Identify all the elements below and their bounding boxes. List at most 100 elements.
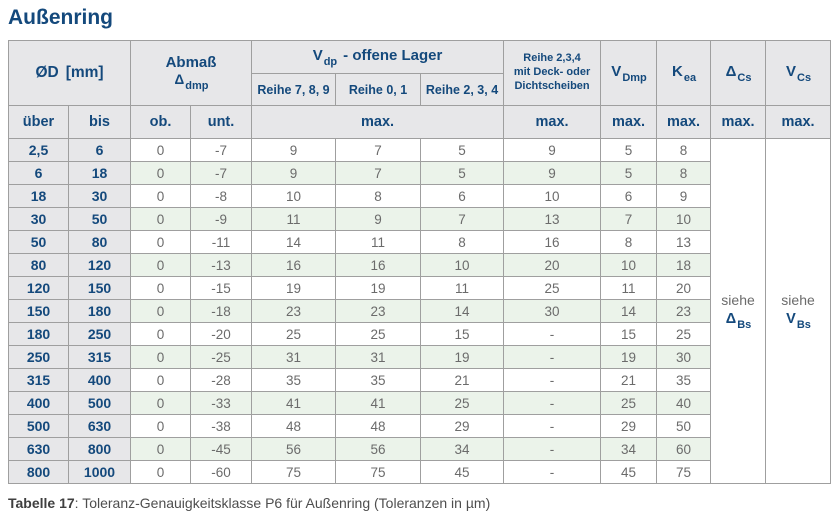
kea-symbol: K xyxy=(671,63,683,80)
cell-reihe234: 7 xyxy=(420,207,505,231)
caption-text: : Toleranz-Genauigkeitsklasse P6 für Auß… xyxy=(74,495,491,511)
cell-reihe01: 56 xyxy=(335,437,422,461)
cell-reihe234: 8 xyxy=(420,230,505,254)
cell-ueber: 150 xyxy=(8,299,69,323)
cell-reihe234: 25 xyxy=(420,391,505,415)
cell-bis: 120 xyxy=(67,253,132,277)
cell-vdmp: 45 xyxy=(600,460,658,484)
cell-bis: 6 xyxy=(67,138,132,162)
col-header-vdmp: VDmp xyxy=(600,40,658,106)
cell-ueber: 6 xyxy=(8,161,69,185)
cell-vdmp: 7 xyxy=(600,207,658,231)
cell-unt: -8 xyxy=(190,184,253,208)
abmass-symbol: Δdmp xyxy=(131,72,251,92)
cell-unt: -15 xyxy=(190,276,253,300)
col-header-unt: unt. xyxy=(190,105,253,139)
cell-unt: -7 xyxy=(190,161,253,185)
table-row: 250 315 0 -25 31 31 19-19 30 xyxy=(8,345,831,369)
cell-ob: 0 xyxy=(130,322,192,346)
cell-ob: 0 xyxy=(130,437,192,461)
cell-ob: 0 xyxy=(130,276,192,300)
cell-reihe234: 15 xyxy=(420,322,505,346)
cell-ueber: 500 xyxy=(8,414,69,438)
col-header-ueber: über xyxy=(8,105,69,139)
cell-ueber: 630 xyxy=(8,437,69,461)
cell-bis: 50 xyxy=(67,207,132,231)
max-header-kea: max. xyxy=(656,105,712,139)
cell-bis: 18 xyxy=(67,161,132,185)
siehe-label: siehe xyxy=(781,292,815,308)
cell-reihe789: 19 xyxy=(251,276,337,300)
cell-bis: 1000 xyxy=(67,460,132,484)
reference-symbol: ΔBs xyxy=(725,311,752,331)
cell-bis: 250 xyxy=(67,322,132,346)
table-row: 180 250 0 -20 25 25 15-15 25 xyxy=(8,322,831,346)
col-header-bis: bis xyxy=(67,105,132,139)
cell-reihe789: 23 xyxy=(251,299,337,323)
cell-reihe234: 10 xyxy=(420,253,505,277)
cell-ueber: 50 xyxy=(8,230,69,254)
cell-bis: 630 xyxy=(67,414,132,438)
table-row: 50 80 0 -11 14 11 8 16 8 13 xyxy=(8,230,831,254)
cell-kea: 60 xyxy=(656,437,712,461)
cell-deck: - xyxy=(503,414,602,438)
cell-ueber: 30 xyxy=(8,207,69,231)
cell-ob: 0 xyxy=(130,253,192,277)
cell-deck: 20 xyxy=(503,253,602,277)
cell-deck: 9 xyxy=(503,161,602,185)
cell-unt: -11 xyxy=(190,230,253,254)
cell-reihe234: 11 xyxy=(420,276,505,300)
kea-subscript: ea xyxy=(683,72,697,84)
cell-unt: -38 xyxy=(190,414,253,438)
cell-unt: -13 xyxy=(190,253,253,277)
col-header-delta-cs: ΔCs xyxy=(710,40,767,106)
delta-cs-symbol: Δ xyxy=(725,63,737,80)
cell-deck: - xyxy=(503,460,602,484)
header-row-1: ØD [mm] Abmaß Δdmp Vdp - offene Lager Reih… xyxy=(7,40,832,106)
cell-vdmp: 14 xyxy=(600,299,658,323)
cell-ob: 0 xyxy=(130,184,192,208)
cell-reihe789: 9 xyxy=(251,161,337,185)
cell-unt: -60 xyxy=(190,460,253,484)
see-delta-bs-cell: siehe ΔBs xyxy=(710,138,767,484)
cell-reihe01: 25 xyxy=(335,322,422,346)
vdmp-symbol: V xyxy=(611,63,622,80)
header-row-2: Reihe 7, 8, 9 Reihe 0, 1 Reihe 2, 3, 4 xyxy=(9,73,831,106)
cell-reihe789: 25 xyxy=(251,322,337,346)
table-row: 500 630 0 -38 48 48 29-29 50 xyxy=(8,414,831,438)
vdp-rest-label: - offene Lager xyxy=(343,47,443,64)
cell-reihe234: 45 xyxy=(420,460,505,484)
table-row: 800 1000 0 -60 75 75 45-45 75 xyxy=(8,460,831,484)
cell-reihe01: 8 xyxy=(335,184,422,208)
cell-unt: -18 xyxy=(190,299,253,323)
cell-kea: 9 xyxy=(656,184,712,208)
page-title: Außenring xyxy=(8,6,113,29)
table-caption: Tabelle 17: Toleranz-Genauigkeitsklasse … xyxy=(8,495,830,511)
cell-bis: 150 xyxy=(67,276,132,300)
vcs-symbol: V xyxy=(785,63,796,80)
cell-ob: 0 xyxy=(130,299,192,323)
table-row: 150 180 0 -18 23 23 14 30 14 23 xyxy=(8,299,831,323)
vcs-subscript: Cs xyxy=(797,72,812,84)
reference-symbol: VBs xyxy=(786,311,811,331)
cell-ob: 0 xyxy=(130,207,192,231)
cell-ob: 0 xyxy=(130,138,192,162)
cell-reihe234: 14 xyxy=(420,299,505,323)
cell-reihe234: 6 xyxy=(420,184,505,208)
cell-reihe01: 7 xyxy=(335,138,422,162)
cell-ob: 0 xyxy=(130,414,192,438)
table-row: 30 50 0 -9 11 9 7 13 7 10 xyxy=(8,207,831,231)
col-header-abmass: Abmaß Δdmp xyxy=(130,40,253,106)
max-header-vcs: max. xyxy=(765,105,832,139)
dmp-subscript: dmp xyxy=(185,79,209,92)
cell-ob: 0 xyxy=(130,161,192,185)
cell-deck: - xyxy=(503,345,602,369)
cell-deck: 16 xyxy=(503,230,602,254)
cell-bis: 80 xyxy=(67,230,132,254)
cell-kea: 20 xyxy=(656,276,712,300)
cell-deck: - xyxy=(503,437,602,461)
cell-reihe789: 35 xyxy=(251,368,337,392)
cell-kea: 18 xyxy=(656,253,712,277)
cell-reihe789: 14 xyxy=(251,230,337,254)
